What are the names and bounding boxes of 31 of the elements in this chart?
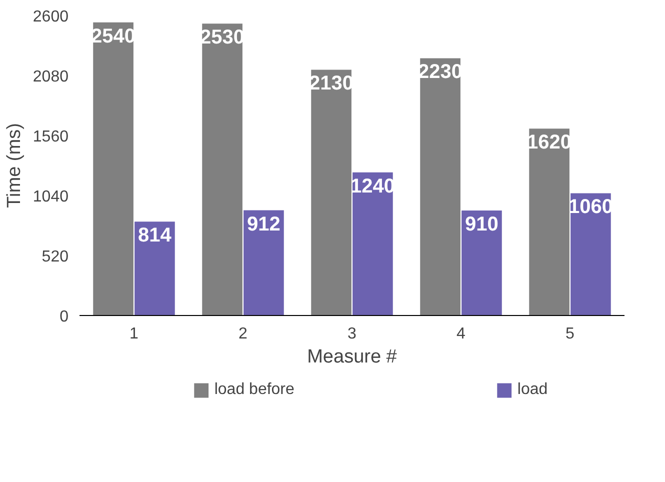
data-label: 1240 (350, 175, 395, 198)
bar (202, 24, 242, 316)
bar (311, 70, 352, 316)
legend-label: load before (214, 381, 294, 399)
x-tick-label: 5 (566, 326, 575, 342)
legend-label: load (517, 381, 548, 399)
data-label: 912 (247, 213, 280, 236)
bar (352, 172, 393, 316)
data-label: 814 (138, 224, 172, 247)
x-tick-label: 3 (348, 326, 357, 342)
data-label: 1620 (527, 132, 572, 154)
x-tick-label: 2 (238, 326, 248, 342)
data-label: 1060 (568, 196, 613, 218)
bar (93, 22, 134, 316)
bar (570, 193, 611, 316)
x-tick-label: 4 (456, 326, 466, 342)
bar (134, 222, 175, 316)
y-tick-label: 0 (60, 308, 69, 326)
y-tick-label: 520 (42, 248, 69, 266)
x-tick-label: 1 (130, 326, 139, 342)
y-tick-label: 2600 (32, 8, 69, 26)
x-axis-title: Measure # (307, 346, 398, 368)
bar (244, 210, 284, 316)
bar (529, 128, 570, 316)
y-tick-label: 1040 (32, 188, 69, 206)
data-label: 910 (465, 214, 498, 236)
y-tick-label: 1560 (32, 128, 69, 146)
y-axis-title: Time (ms) (4, 123, 25, 208)
y-tick-label: 2080 (32, 68, 69, 86)
bar (462, 210, 502, 316)
bar (420, 58, 460, 316)
